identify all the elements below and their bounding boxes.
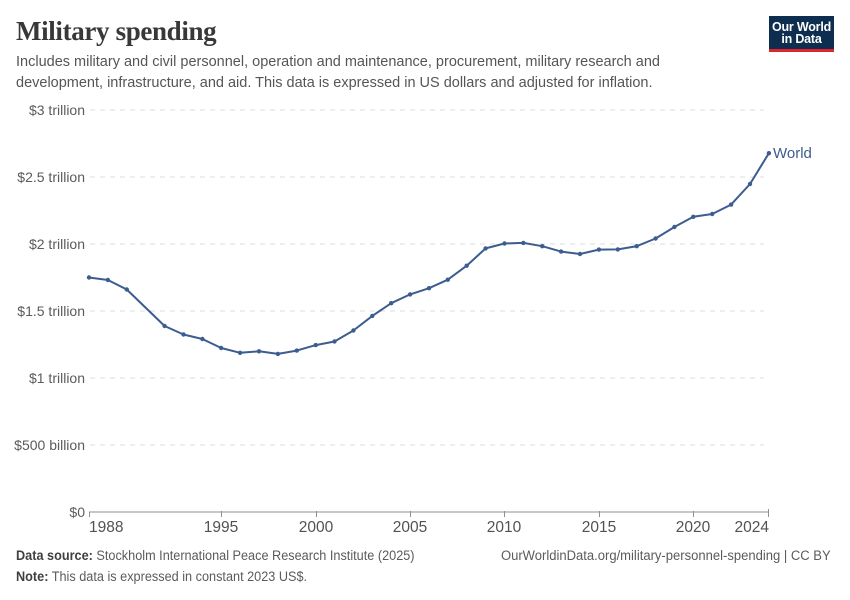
svg-text:2005: 2005 <box>393 519 427 536</box>
svg-text:2024: 2024 <box>735 519 770 536</box>
svg-text:$500 billion: $500 billion <box>14 437 85 453</box>
svg-text:$0: $0 <box>69 504 85 520</box>
svg-text:2000: 2000 <box>299 519 334 536</box>
svg-text:$1 trillion: $1 trillion <box>29 370 85 386</box>
svg-text:1995: 1995 <box>204 519 238 536</box>
svg-text:2010: 2010 <box>487 519 522 536</box>
svg-text:$2.5 trillion: $2.5 trillion <box>17 169 85 185</box>
svg-text:2020: 2020 <box>676 519 711 536</box>
svg-text:1988: 1988 <box>89 519 123 536</box>
svg-text:$3 trillion: $3 trillion <box>29 102 85 118</box>
svg-text:World: World <box>773 145 812 162</box>
svg-text:2015: 2015 <box>582 519 616 536</box>
svg-text:$1.5 trillion: $1.5 trillion <box>17 303 85 319</box>
svg-text:$2 trillion: $2 trillion <box>29 236 85 252</box>
